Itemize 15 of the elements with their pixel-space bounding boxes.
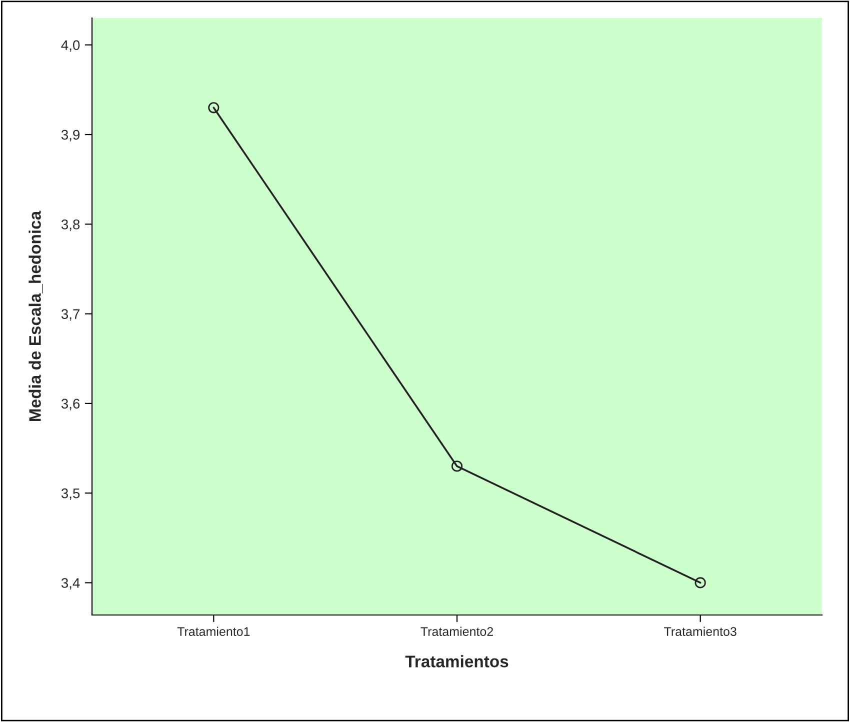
y-tick-label: 3,4 [61, 578, 80, 590]
y-tick-label: 3,8 [61, 220, 80, 231]
y-tick-label: 4,0 [61, 40, 80, 52]
y-tick-label: 3,6 [61, 398, 80, 410]
x-tick-label: Tratamiento2 [420, 626, 493, 636]
x-axis-title: Tratamientos [405, 655, 508, 668]
point [451, 460, 463, 472]
x-tick-label: Tratamiento1 [177, 626, 250, 636]
y-axis-title: Media de Escala_hedonica [28, 210, 43, 421]
y-tick-label: 3,5 [61, 488, 80, 500]
y-tick-label: 3,7 [61, 309, 80, 321]
y-tick-label: 3,9 [61, 130, 80, 142]
point [694, 577, 706, 588]
x-tick-label: Tratamiento3 [664, 626, 736, 636]
point [208, 102, 220, 114]
